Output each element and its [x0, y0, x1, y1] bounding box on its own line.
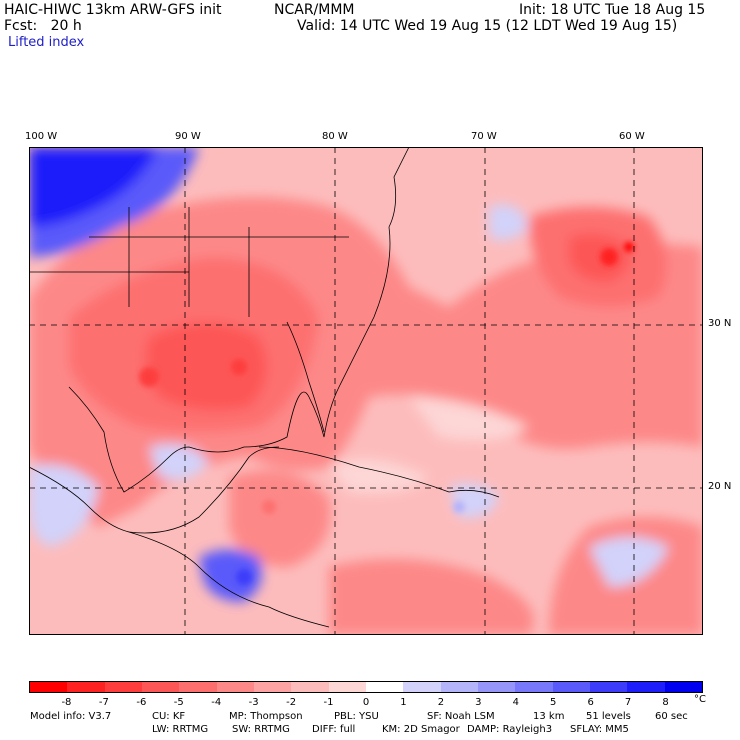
- info-diff: DIFF: full: [312, 724, 356, 735]
- lon-label-60w: 60 W: [619, 131, 645, 142]
- colorbar-swatch: [365, 682, 404, 692]
- colorbar-swatch: [403, 682, 441, 692]
- colorbar-swatch: [253, 682, 292, 692]
- colorbar-swatch: [141, 682, 180, 692]
- colorbar-tick-label: 4: [512, 697, 519, 708]
- info-sflay: SFLAY: MM5: [570, 724, 629, 735]
- colorbar-tick-label: -5: [173, 697, 184, 708]
- central-america-coast: [128, 531, 330, 628]
- valid-time: Valid: 14 UTC Wed 19 Aug 15 (12 LDT Wed …: [297, 18, 678, 34]
- colorbar-tick-label: 5: [550, 697, 557, 708]
- lon-label-70w: 70 W: [471, 131, 497, 142]
- colorbar-swatch: [291, 682, 329, 692]
- colorbar-tick-label: -6: [136, 697, 147, 708]
- colorbar-tick-label: 2: [437, 697, 445, 708]
- info-levels: 51 levels: [586, 711, 631, 722]
- info-model: Model info: V3.7: [30, 711, 112, 722]
- colorbar-tick-label: -2: [286, 697, 297, 708]
- lon-label-90w: 90 W: [175, 131, 201, 142]
- forecast-hour: Fcst: 20 h: [4, 18, 82, 34]
- lifted-index-shading: [29, 147, 703, 635]
- colorbar-tick-label: 8: [662, 697, 669, 708]
- colorbar-swatch: [67, 682, 105, 692]
- colorbar: [29, 681, 703, 693]
- state-border-1: [29, 207, 349, 317]
- lat-label-20n: 20 N: [708, 481, 732, 492]
- colorbar-tick-label: -4: [211, 697, 222, 708]
- colorbar-swatch: [328, 682, 366, 692]
- lifted-index-speckle: [139, 242, 634, 585]
- colorbar-tick-label: 7: [624, 697, 632, 708]
- colorbar-tick-label: 3: [475, 697, 482, 708]
- mexico-coast: [28, 446, 280, 534]
- colorbar-swatch: [477, 682, 516, 692]
- info-cu: CU: KF: [152, 711, 186, 722]
- florida-outline: [286, 321, 325, 433]
- org-label: NCAR/MMM: [274, 2, 355, 18]
- lon-label-80w: 80 W: [322, 131, 348, 142]
- colorbar-tick-label: -1: [323, 697, 334, 708]
- field-name: Lifted index: [8, 35, 85, 50]
- info-mp: MP: Thompson: [229, 711, 303, 722]
- colorbar-swatch: [515, 682, 553, 692]
- info-sf: SF: Noah LSM: [427, 711, 495, 722]
- lat-label-30n: 30 N: [708, 318, 732, 329]
- lat-lon-grid: [29, 147, 703, 635]
- colorbar-swatch: [440, 682, 478, 692]
- colorbar-tick-label: 0: [362, 697, 370, 708]
- lifted-index-map: [28, 146, 703, 635]
- model-title: HAIC-HIWC 13km ARW-GFS init: [4, 2, 222, 18]
- init-time: Init: 18 UTC Tue 18 Aug 15: [519, 2, 706, 18]
- colorbar-tick-label: -7: [98, 697, 109, 708]
- colorbar-swatch: [104, 682, 142, 692]
- colorbar-tick-label: 1: [400, 697, 407, 708]
- info-km: KM: 2D Smagor: [382, 724, 460, 735]
- info-lw: LW: RRTMG: [152, 724, 209, 735]
- colorbar-swatch: [30, 682, 68, 692]
- coastlines: [28, 146, 500, 628]
- us-gulf-coast: [68, 146, 410, 493]
- map-frame: [29, 147, 703, 635]
- cuba-outline: [258, 446, 450, 493]
- colorbar-tick-label: -8: [61, 697, 72, 708]
- info-sw: SW: RRTMG: [232, 724, 290, 735]
- colorbar-unit: °C: [694, 694, 706, 705]
- colorbar-swatch: [179, 682, 217, 692]
- colorbar-swatch: [589, 682, 628, 692]
- colorbar-tick-label: 6: [587, 697, 594, 708]
- hispaniola-outline: [448, 489, 500, 498]
- info-pbl: PBL: YSU: [334, 711, 379, 722]
- info-resolution: 13 km: [533, 711, 565, 722]
- colorbar-swatch: [664, 682, 702, 692]
- colorbar-tick-label: -3: [248, 697, 259, 708]
- colorbar-swatch: [552, 682, 590, 692]
- info-damp: DAMP: Rayleigh3: [467, 724, 553, 735]
- info-timestep: 60 sec: [655, 711, 688, 722]
- lon-label-100w: 100 W: [25, 131, 58, 142]
- colorbar-swatch: [216, 682, 254, 692]
- colorbar-swatch: [627, 682, 665, 692]
